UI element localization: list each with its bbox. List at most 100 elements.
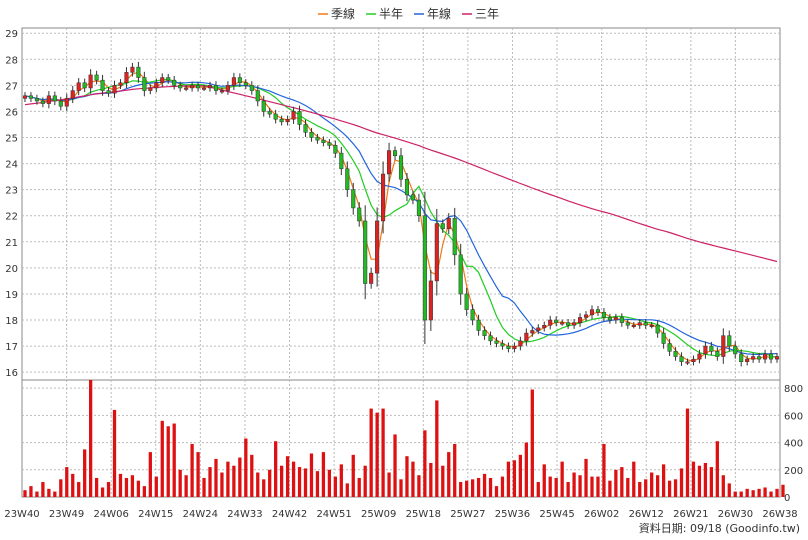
volume-bar <box>148 452 152 497</box>
price-tick-label: 17 <box>5 342 18 353</box>
candle-body <box>166 77 171 81</box>
ma-line-0 <box>24 71 778 362</box>
candle-body <box>774 356 780 360</box>
candle-body <box>184 87 189 90</box>
volume-series <box>23 380 785 497</box>
price-tick-label: 21 <box>5 238 18 249</box>
candle-body <box>512 345 517 349</box>
candle-body <box>416 199 421 216</box>
volume-bar <box>256 472 260 497</box>
candle-body <box>136 66 141 78</box>
candle-body <box>345 168 350 190</box>
candle-body <box>22 95 28 99</box>
volume-bar <box>476 477 481 497</box>
candle-body <box>243 82 248 86</box>
candle-body <box>261 100 266 112</box>
volume-bar <box>321 452 326 497</box>
volume-bar <box>733 491 737 497</box>
candle-body <box>124 72 129 84</box>
volume-bar <box>697 465 702 497</box>
candle-body <box>649 324 654 327</box>
volume-bar <box>500 476 505 497</box>
x-tick-label: 26W30 <box>718 509 753 520</box>
x-tick-label: 23W40 <box>4 509 39 520</box>
volume-bar <box>279 465 284 497</box>
candle-body <box>285 119 290 123</box>
volume-bar <box>614 469 618 497</box>
volume-bar <box>291 461 296 497</box>
candle-body <box>655 324 660 334</box>
candle-body <box>387 150 392 175</box>
volume-bar <box>166 426 170 497</box>
volume-bar <box>459 482 463 497</box>
volume-bar <box>578 475 582 497</box>
candle-body <box>279 119 284 123</box>
candle-body <box>178 85 183 89</box>
volume-bar <box>488 477 493 497</box>
candle-body <box>757 356 762 360</box>
volume-bar <box>447 452 451 497</box>
candle-body <box>554 319 559 323</box>
volume-bar <box>596 476 600 497</box>
volume-bar <box>303 468 308 497</box>
legend-label-2: 年線 <box>427 6 451 21</box>
x-tick-label: 24W33 <box>227 509 262 520</box>
legend-label-0: 季線 <box>331 6 355 21</box>
candle-body <box>231 77 236 86</box>
volume-bar <box>160 420 164 497</box>
volume-bar <box>345 483 349 497</box>
candle-body <box>583 314 589 318</box>
x-tick-label: 26W02 <box>584 509 619 520</box>
candle-body <box>589 309 595 316</box>
volume-bar <box>184 475 188 497</box>
candle-body <box>369 272 374 284</box>
volume-bar <box>429 462 433 497</box>
volume-bar <box>178 469 182 497</box>
candle-body <box>297 111 302 125</box>
volume-bar <box>142 486 146 497</box>
x-tick-label: 24W42 <box>272 509 307 520</box>
price-tick-label: 24 <box>5 160 18 171</box>
candle-body <box>410 194 415 201</box>
volume-bar <box>763 487 767 497</box>
candle-body <box>440 223 445 230</box>
moving-average-lines <box>24 71 778 362</box>
volume-bar <box>602 443 606 497</box>
candle-body <box>667 343 672 352</box>
volume-bar <box>667 480 672 497</box>
volume-bar <box>739 491 743 497</box>
candle-body <box>476 319 481 331</box>
candle-body <box>500 343 505 347</box>
volume-bar <box>53 491 57 497</box>
volume-bar <box>673 479 678 497</box>
x-tick-label: 25W09 <box>361 509 396 520</box>
volume-bar <box>375 412 379 497</box>
candle-body <box>357 207 362 222</box>
volume-bar <box>333 476 337 497</box>
candle-body <box>219 90 224 93</box>
candle-body <box>560 322 565 325</box>
legend-label-3: 三年 <box>475 7 499 21</box>
price-tick-label: 18 <box>5 316 18 327</box>
candle-body <box>715 351 720 357</box>
volume-tick-label: 800 <box>784 384 803 395</box>
volume-bar <box>584 458 588 497</box>
candle-body <box>327 142 332 146</box>
candle-body <box>464 293 469 310</box>
candle-body <box>482 330 487 336</box>
candle-body <box>249 85 254 91</box>
candle-body <box>643 322 648 326</box>
candle-body <box>207 85 213 89</box>
candle-body <box>613 317 618 321</box>
volume-bar <box>118 473 123 497</box>
price-tick-label: 28 <box>5 55 18 66</box>
volume-bar <box>703 462 708 497</box>
volume-bar <box>679 468 684 497</box>
candle-body <box>148 87 153 91</box>
volume-bar <box>77 482 81 497</box>
candle-body <box>428 280 433 321</box>
volume-bar <box>196 452 200 497</box>
volume-bar <box>268 469 272 497</box>
volume-bar <box>554 477 558 497</box>
